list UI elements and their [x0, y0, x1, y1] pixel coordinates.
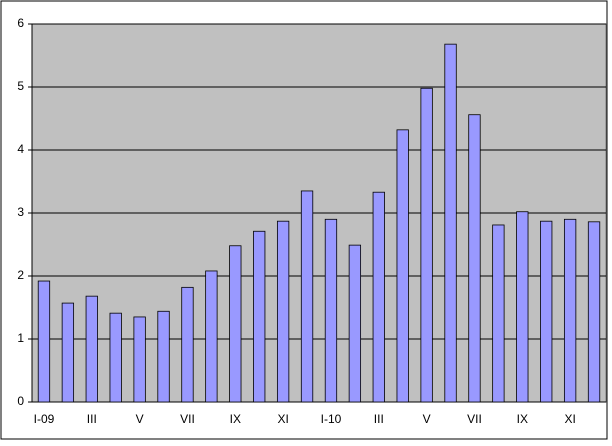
x-tick-label: XI: [277, 412, 288, 426]
bar: [587, 221, 601, 403]
x-tick-label: XI: [564, 412, 575, 426]
bar: [324, 218, 338, 403]
bar: [396, 129, 409, 403]
y-tick-label: 5: [17, 79, 24, 93]
x-tick-label: IX: [230, 412, 241, 426]
bar: [540, 220, 553, 403]
x-tick-label: V: [136, 412, 144, 426]
bar: [229, 245, 242, 403]
bar: [300, 190, 314, 403]
x-tick-label: VII: [180, 412, 195, 426]
y-tick-label: 3: [17, 205, 24, 219]
bar: [85, 295, 98, 403]
bar: [372, 191, 385, 403]
x-tick-label: III: [374, 412, 384, 426]
bar: [348, 244, 362, 403]
bar: [253, 230, 266, 403]
bar: [420, 87, 433, 403]
y-tick-label: 4: [17, 142, 24, 156]
bar: [516, 211, 529, 403]
y-tick-label: 6: [17, 16, 24, 30]
bar: [444, 43, 457, 403]
bar: [61, 302, 75, 403]
bar: [37, 280, 51, 403]
bar: [563, 218, 577, 403]
bar: [181, 286, 194, 403]
bar: [133, 316, 146, 403]
bar: [109, 312, 122, 403]
bar: [157, 310, 170, 403]
bar: [205, 270, 218, 403]
y-tick-label: 0: [17, 394, 24, 408]
x-tick-label: IX: [517, 412, 528, 426]
bar: [468, 114, 481, 403]
x-tick-label: V: [423, 412, 431, 426]
y-tick-label: 1: [17, 331, 24, 345]
x-tick-label: I-09: [34, 412, 55, 426]
x-tick-label: VII: [467, 412, 482, 426]
y-tick-label: 2: [17, 268, 24, 282]
x-tick-label: III: [87, 412, 97, 426]
x-tick-label: I-10: [321, 412, 342, 426]
bar: [492, 224, 505, 403]
bar: [276, 220, 290, 403]
